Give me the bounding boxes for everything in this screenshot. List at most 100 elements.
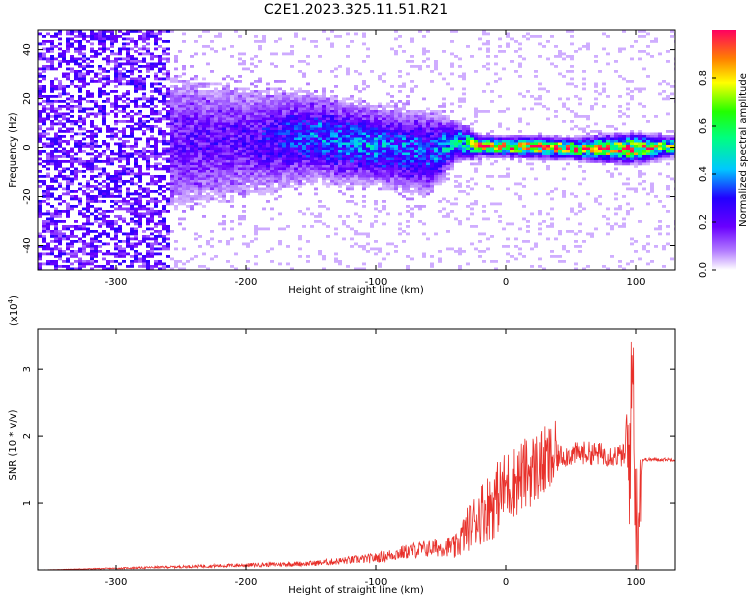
spectrogram-cell (110, 160, 114, 163)
spectrogram-cell (238, 120, 242, 123)
spectrogram-cell (266, 152, 270, 156)
spectrogram-cell (42, 262, 46, 266)
spectrogram-cell (134, 220, 138, 223)
spectrogram-cell (150, 245, 154, 248)
spectrogram-cell (274, 197, 278, 201)
spectrogram-cell (150, 207, 154, 211)
spectrogram-cell (62, 210, 66, 213)
spectrogram-cell (194, 112, 198, 116)
spectrogram-cell (314, 125, 318, 128)
spectrogram-cell (454, 122, 458, 126)
spectrogram-cell (154, 140, 158, 143)
spectrogram-cell (406, 140, 410, 143)
spectrogram-cell (58, 202, 62, 206)
spectrogram-cell (362, 120, 366, 123)
spectrogram-cell (334, 152, 338, 156)
spectrogram-cell (118, 172, 122, 176)
spectrogram-cell (94, 157, 98, 161)
spectrogram-cell (282, 142, 286, 146)
spectrogram-cell (242, 60, 246, 63)
spectrogram-cell (210, 237, 214, 241)
spectrogram-cell (134, 145, 138, 148)
spectrogram-cell (394, 185, 398, 188)
spectrogram-cell (402, 137, 406, 141)
spectrogram-cell (134, 182, 138, 186)
spectrogram-cell (202, 122, 206, 126)
spectrogram-cell (138, 200, 142, 203)
spectrogram-cell (126, 55, 130, 58)
spectrogram-cell (438, 257, 442, 261)
spectrogram-cell (382, 117, 386, 121)
spectrogram-cell (114, 70, 118, 73)
spectrogram-cell (446, 152, 450, 156)
spectrogram-cell (118, 200, 122, 203)
spectrogram-cell (190, 162, 194, 166)
spectrogram-cell (114, 215, 118, 218)
spectrogram-cell (66, 160, 70, 163)
spectrogram-cell (110, 195, 114, 198)
spectrogram-cell (266, 105, 270, 108)
spectrogram-cell (390, 132, 394, 136)
spectrogram-cell (266, 107, 270, 111)
spectrogram-cell (438, 132, 442, 136)
spectrogram-cell (190, 82, 194, 86)
spectrogram-cell (234, 267, 238, 270)
spectrogram-cell (182, 95, 186, 98)
spectrogram-cell (122, 77, 126, 81)
spectrogram-cell (118, 187, 122, 191)
spectrogram-cell (282, 147, 286, 151)
spectrogram-cell (238, 100, 242, 103)
spectrogram-cell (118, 145, 122, 148)
spectrogram-cell (74, 250, 78, 253)
spectrogram-cell (382, 110, 386, 113)
spectrogram-cell (50, 125, 54, 128)
spectrogram-cell (90, 60, 94, 63)
spectrogram-cell (350, 237, 354, 241)
spectrogram-cell (382, 172, 386, 176)
spectrogram-cell (302, 177, 306, 181)
spectrogram-cell (154, 262, 158, 266)
spectrogram-cell (98, 92, 102, 96)
spectrogram-cell (146, 207, 150, 211)
spectrogram-cell (430, 165, 434, 168)
spectrogram-cell (322, 142, 326, 146)
spectrogram-cell (242, 192, 246, 196)
spectrogram-cell (46, 152, 50, 156)
spectrogram-cell (366, 55, 370, 58)
spectrogram-cell (134, 157, 138, 161)
spectrogram-cell (222, 172, 226, 176)
spectrogram-cell (270, 142, 274, 146)
spectrogram-cell (278, 80, 282, 83)
spectrogram-cell (350, 112, 354, 116)
spectrogram-cell (446, 215, 450, 218)
spectrogram-cell (258, 140, 262, 143)
spectrogram-cell (66, 180, 70, 183)
spectrogram-cell (406, 147, 410, 151)
spectrogram-cell (198, 132, 202, 136)
spectrogram-cell (234, 127, 238, 131)
spectrogram-cell (374, 110, 378, 113)
spectrogram-cell (398, 185, 402, 188)
spectrogram-cell (130, 207, 134, 211)
spectrogram-cell (322, 152, 326, 156)
spectrogram-cell (458, 265, 462, 268)
spectrogram-cell (210, 105, 214, 108)
spectrogram-cell (86, 57, 90, 61)
spectrogram-cell (438, 110, 442, 113)
spectrogram-cell (138, 257, 142, 261)
spectrogram-cell (218, 145, 222, 148)
spectrogram-cell (314, 130, 318, 133)
spectrogram-cell (166, 40, 170, 43)
spectrogram-cell (446, 137, 450, 141)
spectrogram-cell (346, 140, 350, 143)
spectrogram-cell (98, 182, 102, 186)
spectrogram-cell (242, 102, 246, 106)
spectrogram-cell (66, 242, 70, 246)
spectrogram-cell (146, 75, 150, 78)
spectrogram-cell (202, 107, 206, 111)
spectrogram-cell (278, 145, 282, 148)
spectrogram-cell (242, 87, 246, 91)
spectrogram-cell (354, 177, 358, 181)
spectrogram-cell (118, 150, 122, 153)
spectrogram-cell (314, 160, 318, 163)
